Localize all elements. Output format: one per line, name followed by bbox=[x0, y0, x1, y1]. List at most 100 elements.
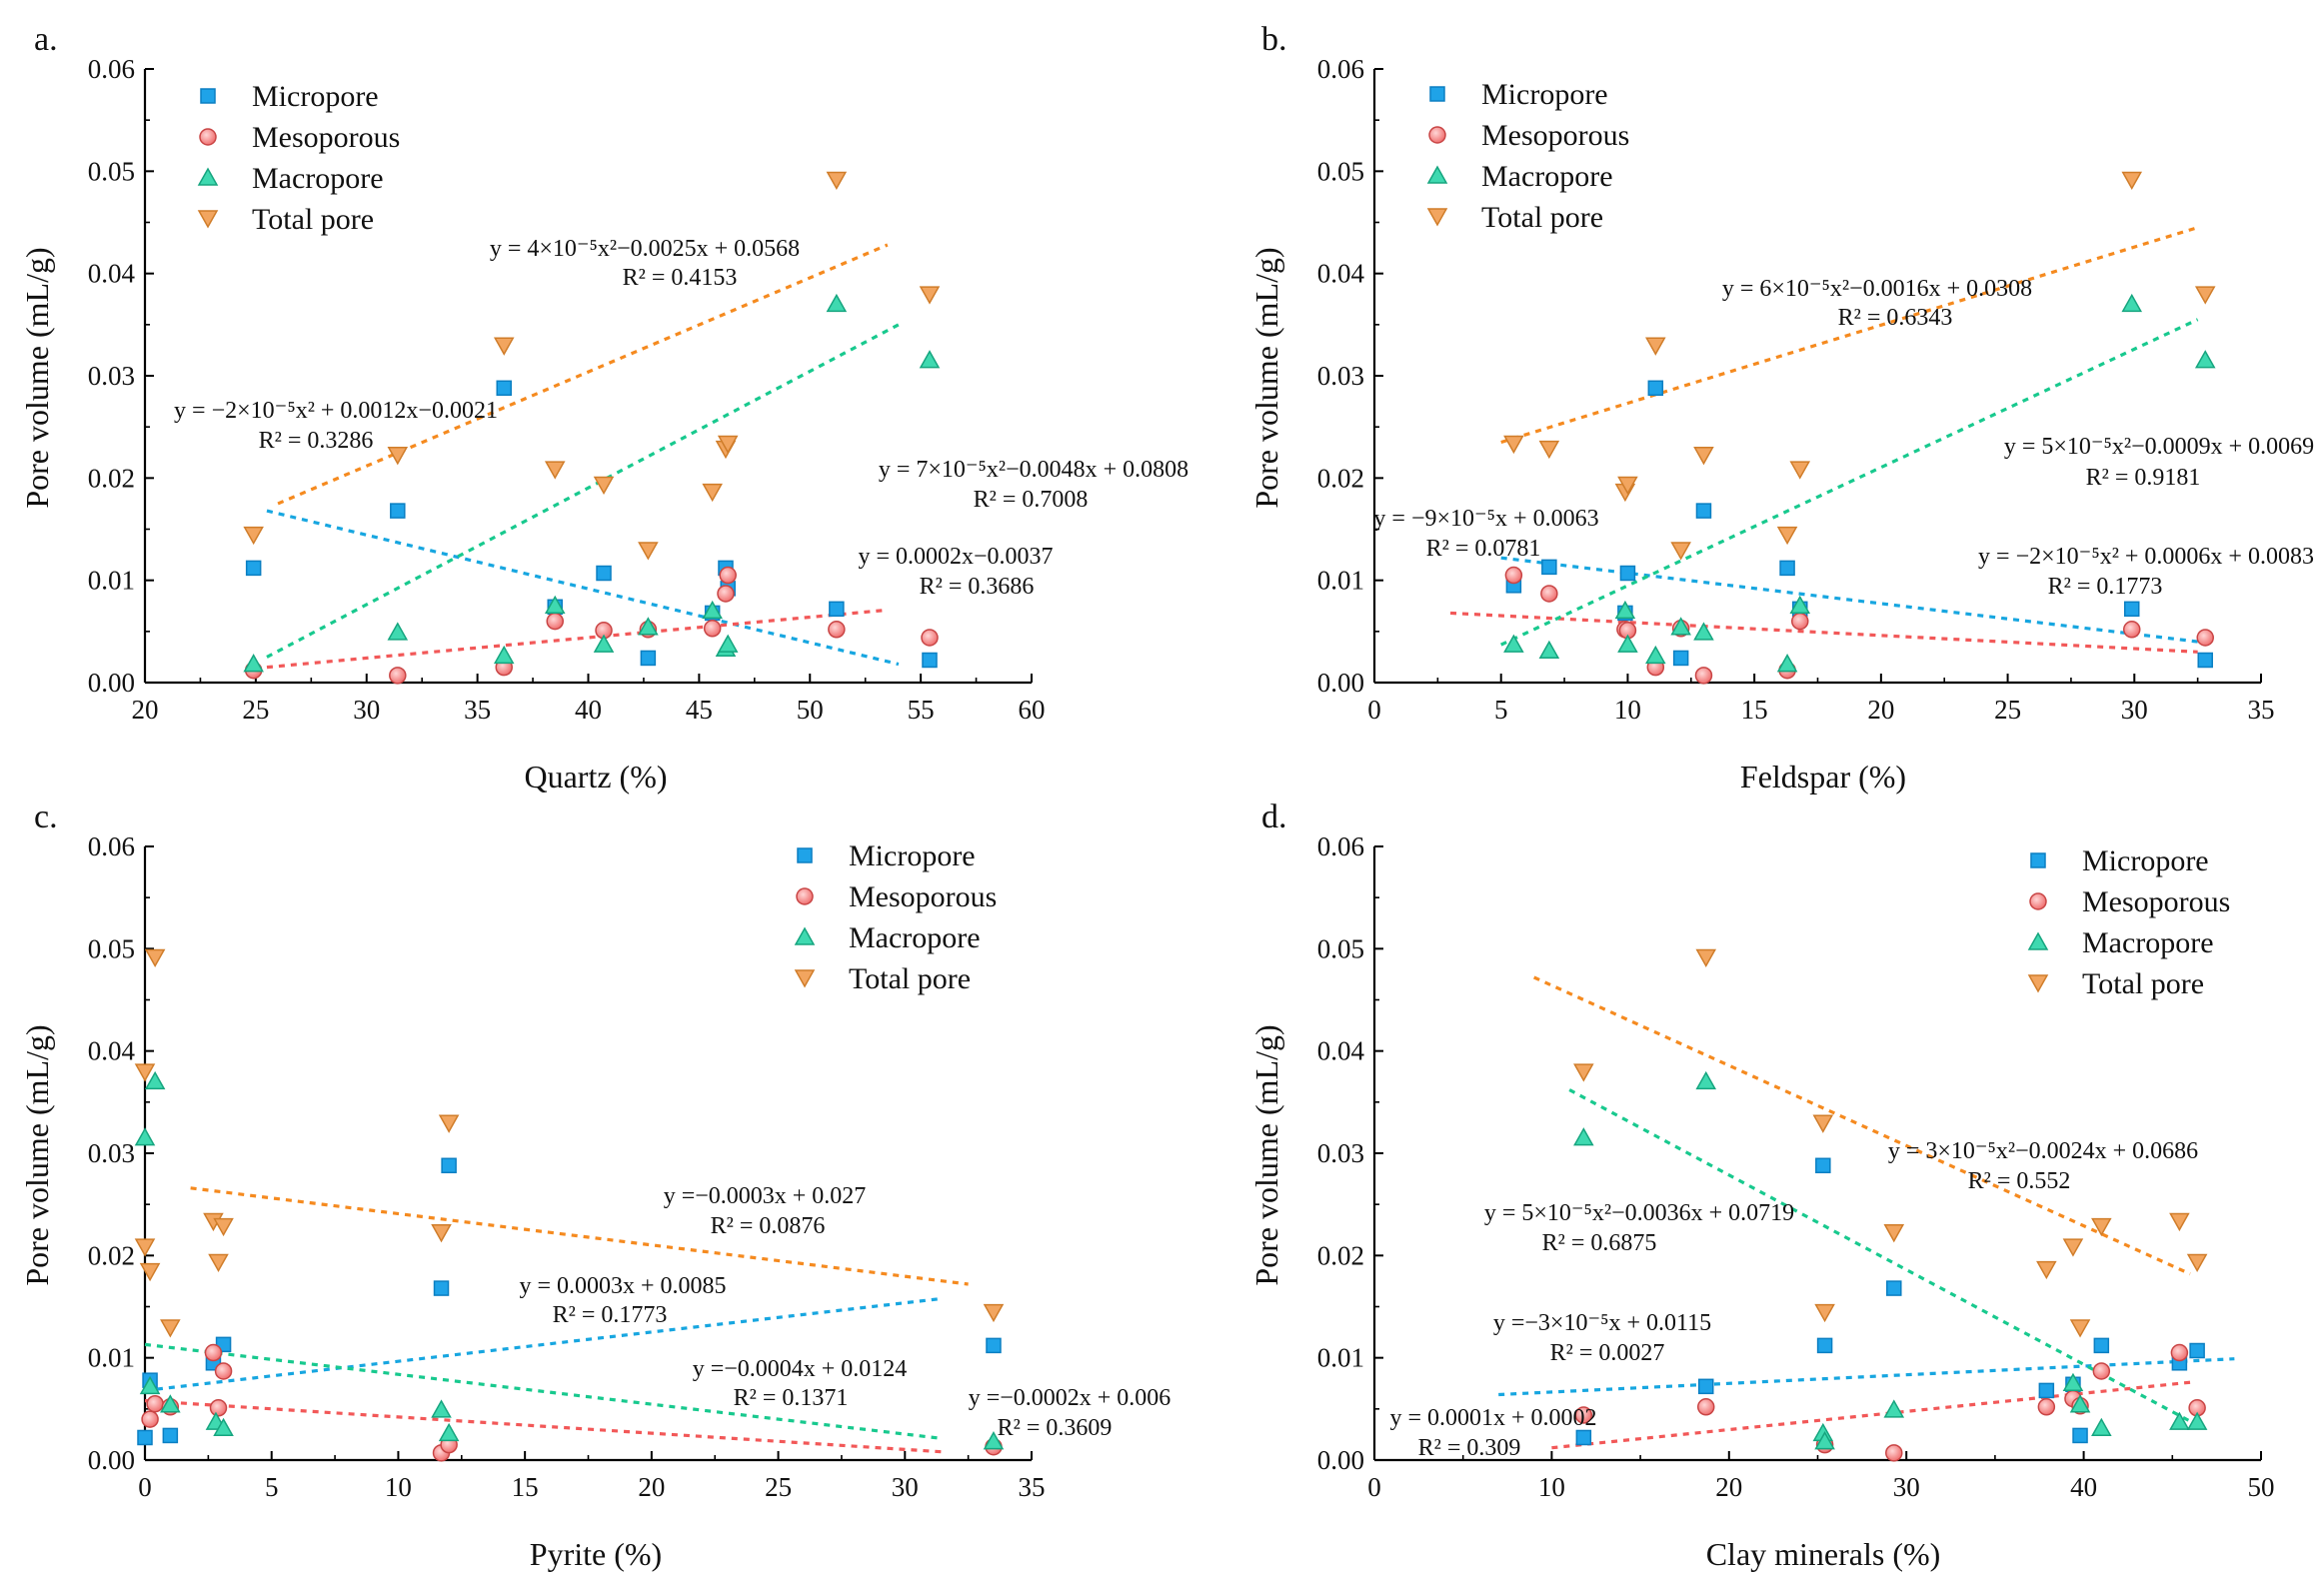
point-macropore bbox=[638, 617, 659, 636]
panel-c-markers bbox=[134, 948, 1005, 1462]
legend-mesoporous-icon bbox=[796, 887, 814, 905]
y-tick-label: 0.04 bbox=[88, 1036, 136, 1066]
point-macropore bbox=[1503, 634, 1524, 653]
point-total-pore bbox=[983, 1303, 1005, 1323]
point-total-pore bbox=[438, 1114, 460, 1133]
point-total-pore bbox=[2186, 1253, 2208, 1273]
point-macropore bbox=[1695, 1070, 1717, 1090]
point-macropore bbox=[160, 1394, 181, 1413]
point-micropore bbox=[986, 1337, 1002, 1354]
point-mesoporous bbox=[1574, 1406, 1593, 1424]
panel-d-axes: 0 10 20 30 40 50 0.00 0.01 0.02 0.03 0.04 0.05 0.06 bbox=[1317, 831, 2275, 1502]
panel-b-trendlines bbox=[1449, 226, 2199, 654]
panel-a-y-axis-title: Pore volume (mL/g) bbox=[19, 247, 55, 508]
panel-a-axes: 20 25 30 35 40 45 50 55 60 0.00 0.01 0.02 0.03 0.04 0.… bbox=[88, 54, 1046, 725]
point-macropore bbox=[387, 622, 409, 641]
point-mesoporous bbox=[1885, 1444, 1903, 1462]
point-total-pore bbox=[208, 1253, 229, 1273]
y-tick-label: 0.00 bbox=[88, 668, 135, 698]
point-total-pore bbox=[2091, 1217, 2112, 1237]
point-mesoporous bbox=[204, 1343, 223, 1362]
point-micropore bbox=[1647, 380, 1664, 397]
point-total-pore bbox=[139, 1262, 161, 1282]
point-micropore bbox=[829, 601, 845, 618]
panel-a-legend: Micropore Mesoporous Macropore Total por… bbox=[197, 80, 400, 236]
panel-b-r2-total: R² = 0.6343 bbox=[1838, 305, 1953, 331]
point-macropore bbox=[593, 634, 615, 653]
point-micropore bbox=[1619, 565, 1636, 582]
x-tick-label: 55 bbox=[908, 695, 935, 725]
y-tick-label: 0.06 bbox=[1317, 831, 1364, 861]
legend-mesoporous-label: Mesoporous bbox=[2082, 885, 2230, 918]
point-mesoporous bbox=[214, 1362, 233, 1380]
x-tick-label: 25 bbox=[1994, 695, 2021, 725]
point-macropore bbox=[717, 634, 739, 653]
panel-d-eq-meso: y = 0.0001x + 0.0002 bbox=[1389, 1405, 1596, 1431]
y-tick-label: 0.02 bbox=[88, 1240, 135, 1270]
point-macropore bbox=[702, 600, 723, 620]
x-tick-label: 25 bbox=[765, 1472, 792, 1502]
point-macropore bbox=[2169, 1411, 2190, 1430]
point-macropore bbox=[438, 1422, 460, 1442]
y-tick-label: 0.01 bbox=[88, 1343, 135, 1373]
point-macropore bbox=[431, 1399, 452, 1418]
point-total-pore bbox=[1776, 526, 1798, 546]
y-tick-label: 0.02 bbox=[1317, 463, 1364, 493]
trendline-total-pore bbox=[1533, 975, 2191, 1276]
x-tick-label: 25 bbox=[242, 695, 269, 725]
point-mesoporous bbox=[703, 620, 722, 638]
legend-micropore-label: Micropore bbox=[849, 839, 976, 872]
point-micropore bbox=[2197, 652, 2213, 669]
x-tick-label: 20 bbox=[638, 1472, 665, 1502]
point-macropore bbox=[1789, 595, 1811, 614]
panel-d-r2-macro: R² = 0.6875 bbox=[1542, 1230, 1657, 1256]
panel-c-eq-total: y =−0.0003x + 0.027 bbox=[664, 1183, 867, 1209]
y-tick-label: 0.06 bbox=[88, 54, 135, 84]
panel-b-r2-macro: R² = 0.9181 bbox=[2086, 465, 2201, 491]
x-tick-label: 20 bbox=[1715, 1472, 1742, 1502]
point-macropore bbox=[243, 654, 264, 673]
panel-d-markers bbox=[1573, 948, 2208, 1462]
panel-a-r2-macro: R² = 0.7008 bbox=[974, 487, 1089, 513]
panel-d-label: d. bbox=[1261, 798, 1287, 835]
panel-b-axes: 0 5 10 15 20 25 30 35 0.00 0.01 0.02 0.03 0.04 0.05 0.… bbox=[1317, 54, 2275, 725]
legend-macropore-label: Macropore bbox=[849, 921, 981, 954]
legend-total-pore-icon bbox=[2027, 974, 2049, 993]
point-mesoporous bbox=[719, 566, 737, 585]
trendline-macropore bbox=[1500, 318, 2199, 647]
legend-total-pore-label: Total pore bbox=[1481, 201, 1603, 234]
point-total-pore bbox=[2036, 1260, 2057, 1280]
panel-c-legend: Micropore Mesoporous Macropore Total por… bbox=[794, 839, 997, 995]
point-total-pore bbox=[1645, 337, 1666, 356]
y-tick-label: 0.04 bbox=[88, 259, 136, 289]
trendline-mesoporous bbox=[1449, 611, 2198, 654]
legend-macropore-icon bbox=[794, 926, 816, 945]
point-macropore bbox=[1645, 645, 1666, 665]
legend-total-pore-icon bbox=[794, 969, 816, 988]
point-total-pore bbox=[702, 483, 723, 503]
panel-c-eq-meso: y =−0.0002x + 0.006 bbox=[969, 1385, 1171, 1411]
x-tick-label: 20 bbox=[1867, 695, 1894, 725]
trendline-total-pore bbox=[190, 1186, 969, 1286]
panel-c-eq-macro: y =−0.0004x + 0.0124 bbox=[693, 1356, 908, 1382]
point-total-pore bbox=[826, 171, 848, 191]
point-total-pore bbox=[1812, 1114, 1834, 1133]
point-macropore bbox=[1670, 617, 1691, 636]
point-macropore bbox=[1538, 640, 1560, 660]
panel-b-eq-macro: y = 5×10⁻⁵x²−0.0009x + 0.0069 bbox=[2004, 434, 2314, 460]
point-micropore bbox=[2038, 1382, 2055, 1399]
point-micropore bbox=[640, 650, 657, 667]
point-macropore bbox=[1814, 1431, 1835, 1450]
y-tick-label: 0.02 bbox=[88, 463, 135, 493]
point-total-pore bbox=[1617, 476, 1638, 496]
y-tick-label: 0.00 bbox=[1317, 668, 1364, 698]
point-mesoporous bbox=[2037, 1398, 2056, 1416]
point-macropore bbox=[2186, 1411, 2208, 1430]
trendline-micropore bbox=[266, 509, 900, 667]
legend-total-pore-label: Total pore bbox=[252, 203, 374, 236]
panel-a-r2-total: R² = 0.4153 bbox=[623, 265, 738, 291]
x-tick-label: 10 bbox=[385, 1472, 412, 1502]
point-total-pore bbox=[134, 1238, 156, 1257]
point-macropore bbox=[144, 1070, 166, 1090]
